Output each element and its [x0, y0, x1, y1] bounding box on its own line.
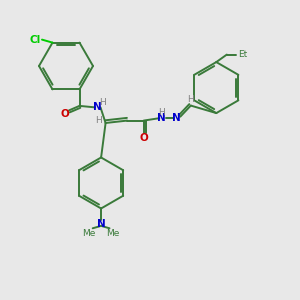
Text: Me: Me: [82, 229, 96, 238]
Text: H: H: [158, 108, 165, 117]
Text: Cl: Cl: [30, 34, 41, 45]
Text: N: N: [172, 113, 181, 123]
Text: Et: Et: [238, 50, 247, 59]
Text: O: O: [139, 133, 148, 143]
Text: N: N: [93, 102, 102, 112]
Text: H: H: [95, 116, 101, 125]
Text: H: H: [99, 98, 106, 107]
Text: O: O: [60, 109, 69, 119]
Text: N: N: [157, 113, 166, 123]
Text: N: N: [97, 219, 106, 229]
Text: H: H: [188, 95, 194, 104]
Text: Me: Me: [106, 229, 120, 238]
